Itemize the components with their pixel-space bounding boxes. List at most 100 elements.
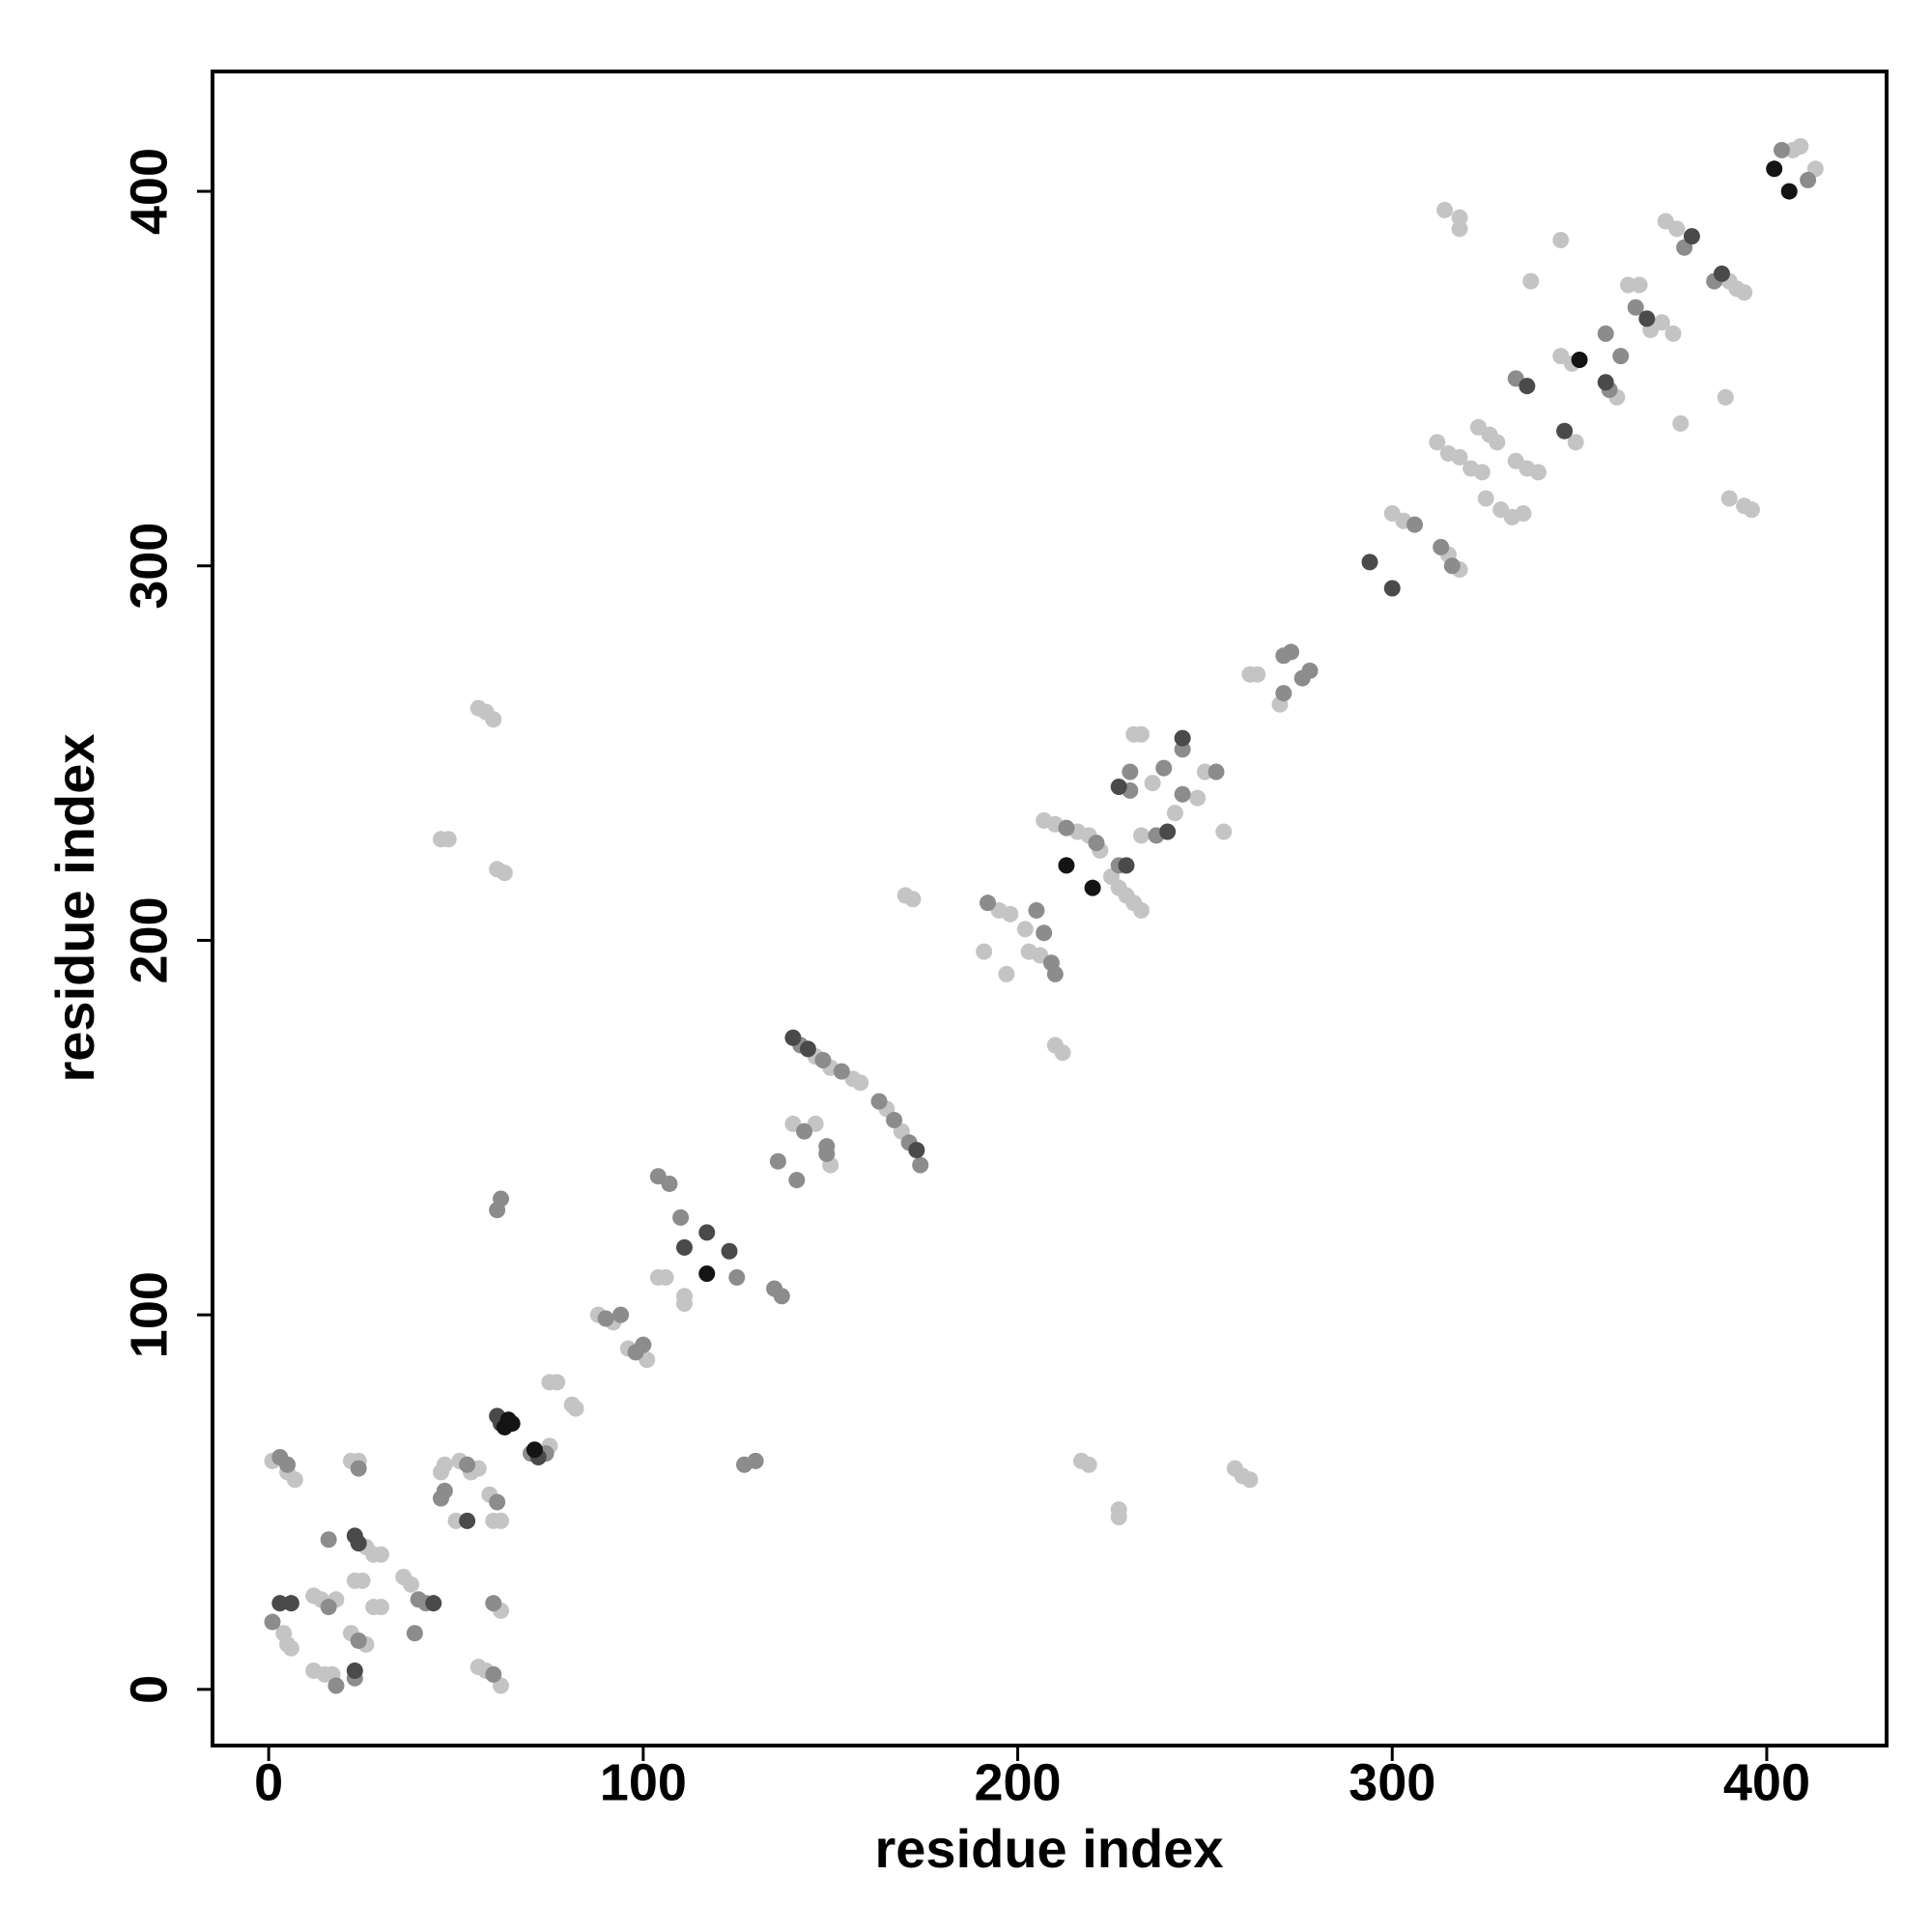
point <box>736 1456 753 1473</box>
point <box>675 1238 693 1256</box>
point <box>350 1632 367 1649</box>
point <box>436 1456 453 1473</box>
point <box>773 1288 790 1305</box>
point <box>1275 685 1293 702</box>
point <box>912 1156 929 1174</box>
point <box>1668 220 1686 238</box>
point <box>320 1599 337 1616</box>
point <box>406 1625 423 1642</box>
point <box>1159 823 1177 840</box>
point <box>493 1512 510 1529</box>
point <box>354 1572 371 1589</box>
point <box>485 1595 502 1612</box>
point <box>1058 819 1075 837</box>
point <box>721 1242 738 1260</box>
point <box>1556 422 1574 440</box>
point <box>327 1677 345 1694</box>
point <box>1451 220 1468 238</box>
point <box>1713 265 1730 282</box>
point <box>635 1336 652 1353</box>
point <box>852 1074 869 1092</box>
point <box>286 1471 303 1489</box>
point <box>271 1595 289 1612</box>
point <box>698 1265 716 1283</box>
point <box>282 1595 299 1612</box>
point <box>1429 434 1446 451</box>
point <box>1443 557 1461 575</box>
point <box>1619 276 1636 294</box>
point <box>436 1482 453 1499</box>
point <box>1720 490 1738 507</box>
point <box>698 1224 716 1241</box>
point <box>275 1625 293 1642</box>
point <box>567 1400 584 1417</box>
point <box>1552 231 1570 248</box>
point <box>496 865 513 882</box>
point <box>1028 901 1045 919</box>
point <box>1597 325 1614 342</box>
point <box>1016 921 1034 938</box>
point <box>1215 823 1233 840</box>
point <box>1132 725 1150 743</box>
point <box>1800 171 1817 188</box>
point <box>1361 554 1378 571</box>
point <box>526 1441 543 1459</box>
point <box>1283 643 1300 661</box>
point <box>1174 741 1191 758</box>
point <box>372 1599 389 1616</box>
point <box>998 965 1015 982</box>
x-tick-label: 200 <box>974 1753 1061 1811</box>
point <box>402 1576 419 1593</box>
point <box>657 1268 674 1286</box>
point <box>350 1535 367 1552</box>
point <box>1058 857 1075 874</box>
point <box>372 1546 389 1563</box>
point <box>1433 538 1450 555</box>
y-tick-label: 400 <box>120 148 178 235</box>
point <box>784 1029 802 1046</box>
x-axis-label: residue index <box>874 1818 1223 1879</box>
x-tick-label: 0 <box>254 1753 283 1811</box>
point <box>661 1175 678 1192</box>
point <box>1780 183 1798 200</box>
point <box>489 1493 506 1511</box>
point <box>1196 763 1213 781</box>
point <box>440 831 457 848</box>
point <box>728 1268 746 1286</box>
point <box>425 1595 442 1612</box>
point <box>1451 448 1468 466</box>
point <box>1249 666 1266 683</box>
point <box>1672 414 1690 432</box>
point <box>799 1040 816 1058</box>
x-tick-label: 300 <box>1349 1753 1435 1811</box>
point <box>796 1122 813 1140</box>
point <box>597 1310 614 1327</box>
point <box>1301 662 1319 679</box>
point <box>1766 160 1783 178</box>
point <box>1132 901 1150 919</box>
point <box>1477 490 1494 507</box>
point <box>1084 879 1101 896</box>
plot-frame <box>211 70 1889 1747</box>
point <box>1036 924 1053 942</box>
y-tick-label: 100 <box>120 1271 178 1358</box>
point <box>320 1531 337 1548</box>
point <box>1155 759 1173 777</box>
point <box>833 1063 850 1080</box>
point <box>447 1512 465 1529</box>
point <box>1046 965 1064 982</box>
point <box>1122 763 1139 781</box>
point <box>1189 789 1207 807</box>
plot-area <box>264 138 1824 1694</box>
point <box>459 1512 476 1529</box>
x-tick-label: 400 <box>1723 1753 1810 1811</box>
point <box>1088 835 1105 852</box>
point <box>485 1665 502 1683</box>
point <box>1166 805 1183 822</box>
point <box>346 1662 363 1679</box>
point <box>1002 905 1019 923</box>
point <box>1054 1044 1071 1062</box>
point <box>1451 209 1468 226</box>
point <box>549 1374 566 1391</box>
